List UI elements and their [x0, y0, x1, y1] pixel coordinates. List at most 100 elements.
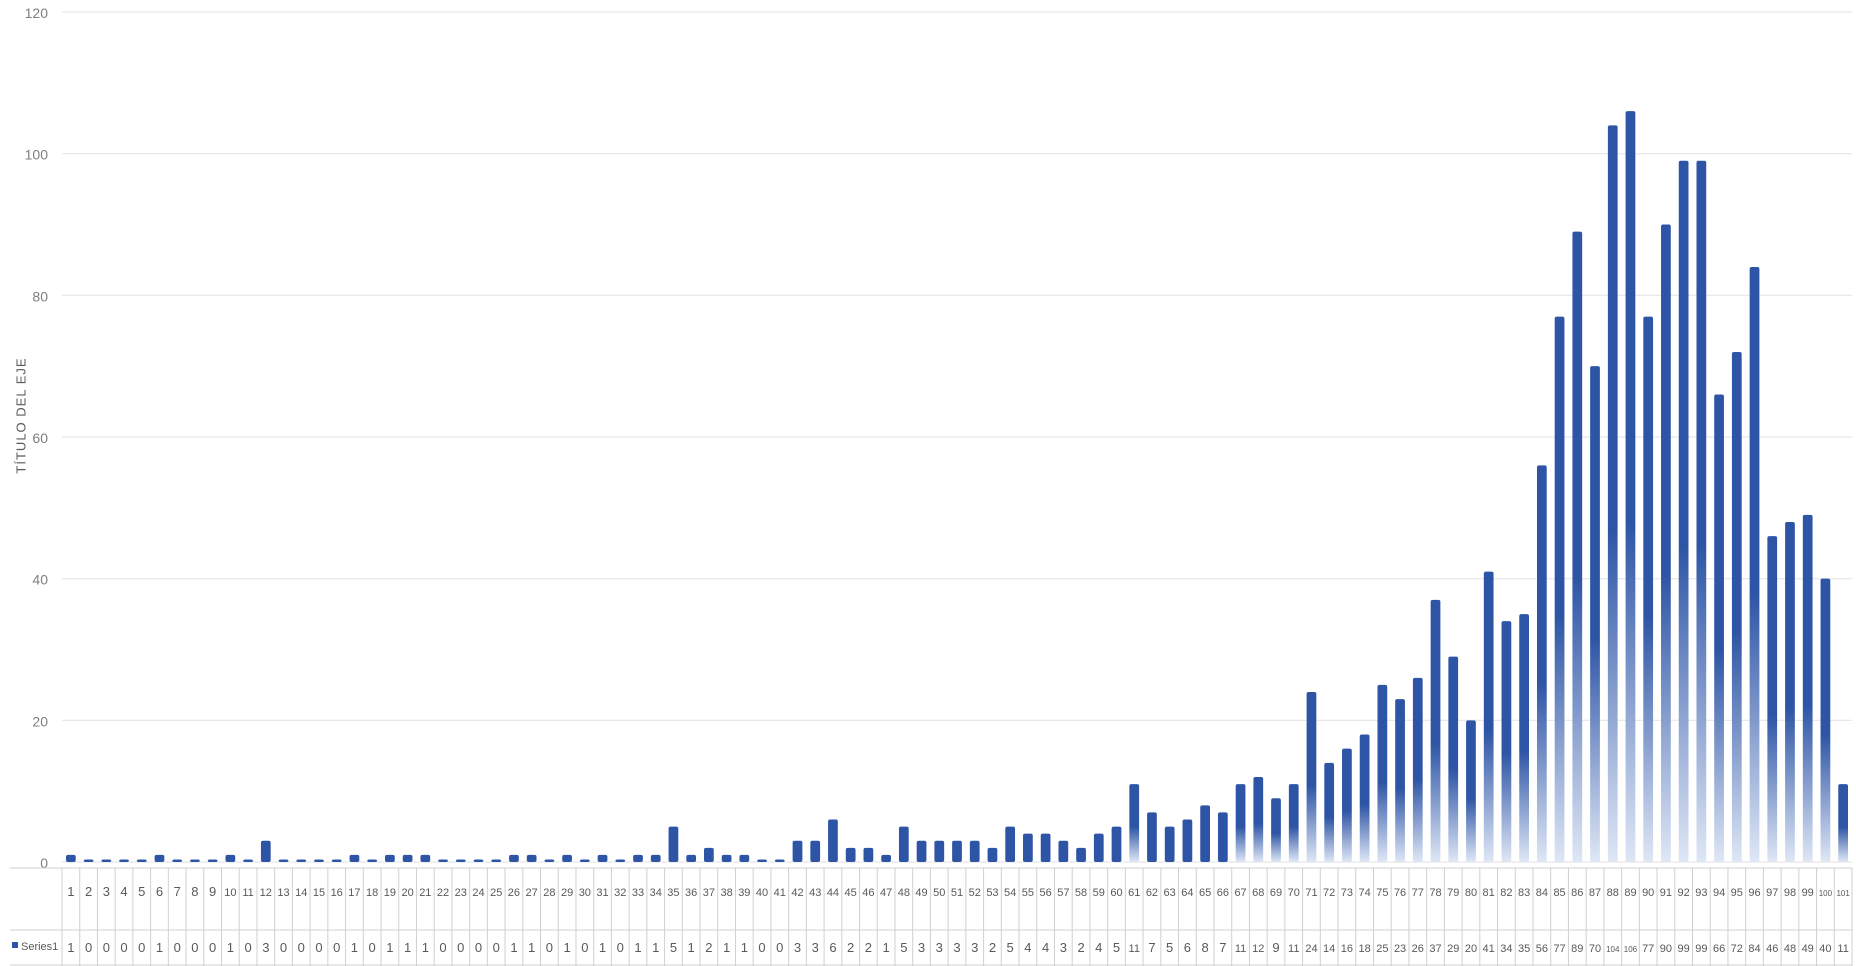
data-label: 0: [191, 940, 198, 955]
bar: [916, 840, 927, 862]
x-tick-label: 64: [1181, 887, 1193, 899]
bar: [1501, 621, 1512, 862]
x-tick-label: 89: [1624, 887, 1636, 899]
bar: [119, 859, 129, 862]
data-label: 1: [351, 940, 358, 955]
data-label: 0: [758, 940, 765, 955]
x-tick-label: 87: [1589, 887, 1601, 899]
x-tick-label: 96: [1748, 887, 1760, 899]
bar: [1572, 231, 1583, 863]
data-label: 16: [1341, 943, 1353, 955]
x-tick-label: 60: [1110, 887, 1122, 899]
x-tick-label: 6: [156, 884, 163, 899]
x-tick-label: 92: [1678, 887, 1690, 899]
bar: [1076, 847, 1086, 862]
bar: [1483, 571, 1494, 862]
data-label: 1: [528, 940, 535, 955]
x-tick-label: 8: [191, 884, 198, 899]
x-tick-label: 2: [85, 884, 92, 899]
data-label: 23: [1394, 943, 1406, 955]
bar: [1448, 656, 1459, 862]
data-label: 66: [1713, 943, 1725, 955]
x-tick-label: 10: [224, 887, 236, 899]
data-label: 6: [1184, 940, 1191, 955]
data-label: 1: [67, 940, 74, 955]
x-tick-label: 36: [685, 887, 697, 899]
x-tick-label: 55: [1022, 887, 1034, 899]
x-tick-label: 56: [1039, 887, 1051, 899]
data-label: 20: [1465, 943, 1477, 955]
data-label: 5: [1007, 940, 1014, 955]
x-tick-label: 53: [986, 887, 998, 899]
data-label: 0: [244, 940, 251, 955]
x-tick-label: 86: [1571, 887, 1583, 899]
x-tick-label: 50: [933, 887, 945, 899]
bar: [1536, 465, 1547, 862]
x-tick-label: 52: [969, 887, 981, 899]
bar: [243, 859, 253, 862]
data-label: 5: [1166, 940, 1173, 955]
x-tick-label: 19: [384, 887, 396, 899]
gridlines: [62, 11, 1852, 863]
bar: [1324, 762, 1335, 862]
data-label: 1: [563, 940, 570, 955]
x-tick-label: 16: [331, 887, 343, 899]
data-label: 1: [227, 940, 234, 955]
x-tick-label: 63: [1164, 887, 1176, 899]
x-tick-label: 59: [1093, 887, 1105, 899]
data-label: 0: [546, 940, 553, 955]
x-tick-label: 98: [1784, 887, 1796, 899]
bar: [828, 819, 838, 862]
bar: [1093, 833, 1104, 862]
x-tick-label: 91: [1660, 887, 1672, 899]
data-label: 0: [493, 940, 500, 955]
bar: [420, 854, 431, 862]
x-tick-label: 15: [313, 887, 325, 899]
x-tick-label: 99: [1802, 887, 1814, 899]
x-tick-label: 65: [1199, 887, 1211, 899]
bar: [367, 859, 378, 862]
x-tick-label: 47: [880, 887, 892, 899]
bar: [562, 854, 572, 862]
y-axis-title-wrap: TÍTULO DEL EJE: [6, 300, 36, 540]
bar: [969, 840, 980, 862]
x-tick-label: 101: [1836, 889, 1850, 898]
data-label: 4: [1095, 940, 1102, 955]
data-label: 3: [918, 940, 925, 955]
bar: [1377, 684, 1388, 862]
data-label: 0: [120, 940, 127, 955]
data-label: 0: [280, 940, 287, 955]
y-axis-title: TÍTULO DEL EJE: [13, 357, 29, 474]
x-tick-label: 71: [1305, 887, 1317, 899]
bar: [83, 859, 94, 862]
x-tick-label: 82: [1500, 887, 1512, 899]
bar: [898, 826, 909, 862]
data-label: 0: [103, 940, 110, 955]
bar: [757, 859, 767, 862]
bar: [739, 854, 750, 862]
data-label: 29: [1447, 943, 1459, 955]
x-tick-label: 83: [1518, 887, 1530, 899]
bar: [1785, 522, 1795, 862]
bar: [1678, 160, 1689, 862]
data-label: 90: [1660, 943, 1672, 955]
x-tick-label: 94: [1713, 887, 1725, 899]
bar: [1590, 366, 1600, 862]
x-tick-label: 21: [419, 887, 431, 899]
x-tick-label: 42: [791, 887, 803, 899]
x-tick-label: 79: [1447, 887, 1459, 899]
x-tick-label: 32: [614, 887, 626, 899]
bar: [1342, 748, 1352, 862]
x-tick-label: 57: [1057, 887, 1069, 899]
data-label: 3: [953, 940, 960, 955]
x-tick-label: 41: [774, 887, 786, 899]
bar: [402, 854, 413, 862]
x-tick-label: 37: [703, 887, 715, 899]
bar: [1838, 784, 1849, 862]
x-tick-label: 75: [1376, 887, 1388, 899]
x-tick-label: 66: [1217, 887, 1229, 899]
bar: [1005, 826, 1016, 862]
data-label: 46: [1766, 943, 1778, 955]
bar: [1412, 677, 1423, 862]
bar: [615, 859, 626, 862]
